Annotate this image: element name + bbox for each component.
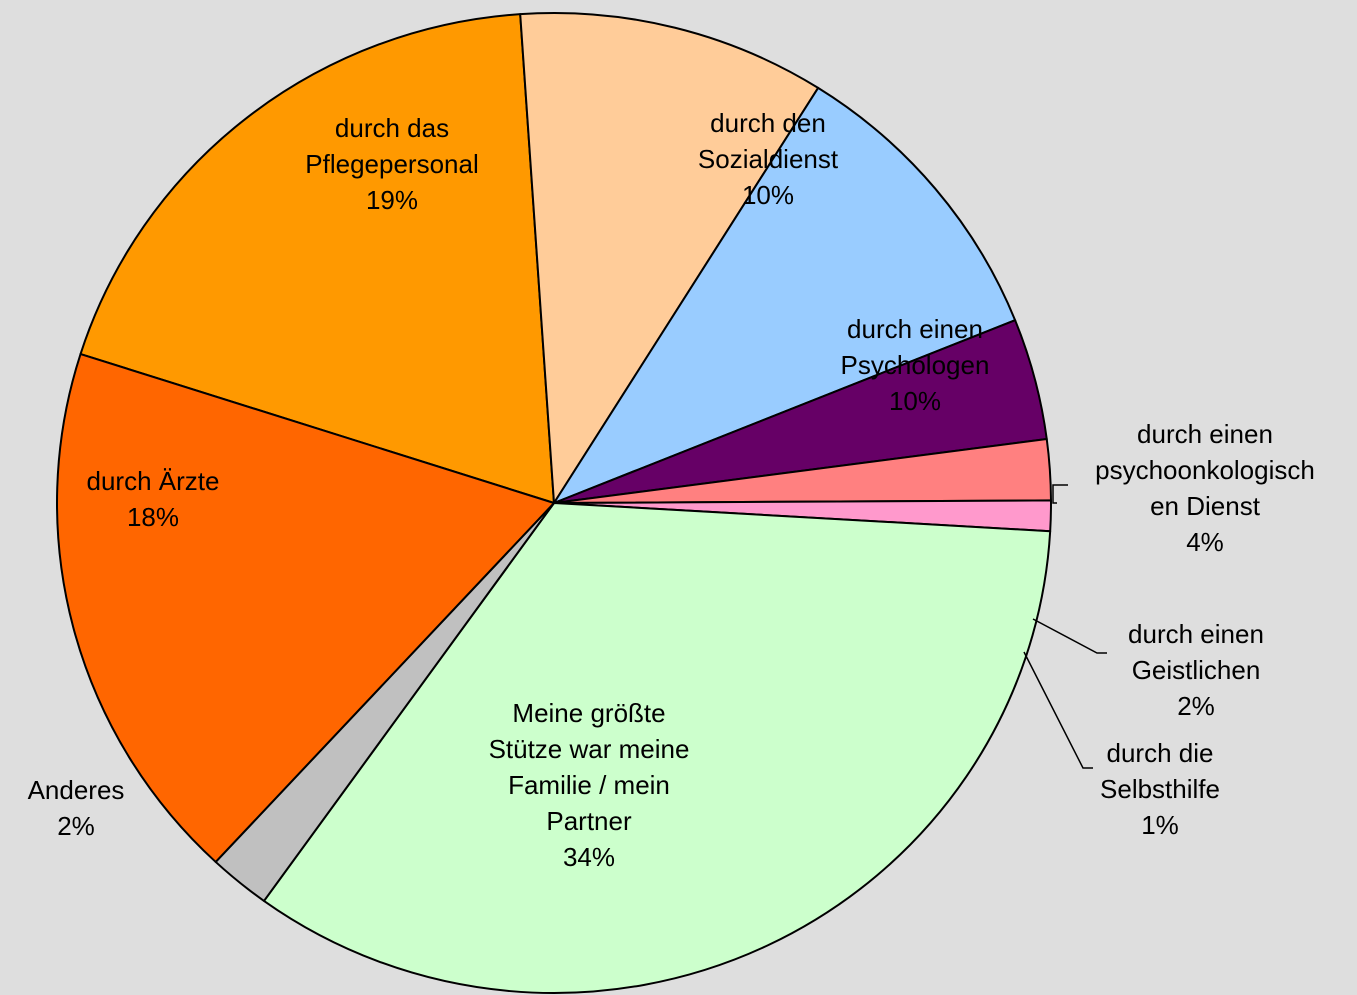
leader-line — [1023, 651, 1093, 769]
slice-label-line: Sozialdienst — [698, 144, 839, 174]
slice-label-line: Psychologen — [841, 350, 990, 380]
pie-slices — [56, 12, 1052, 994]
slice-label-line: durch einen — [1137, 419, 1273, 449]
leader-line — [1052, 484, 1068, 504]
slice-label-line: Partner — [546, 806, 632, 836]
slice-percent: 19% — [366, 185, 418, 215]
slice-percent: 34% — [563, 842, 615, 872]
leader-line — [1032, 618, 1107, 654]
slice-label-line: Anderes — [28, 775, 125, 805]
slice-label-line: Geistlichen — [1132, 655, 1261, 685]
pie-slice — [519, 12, 820, 504]
slice-label: durch das Pflegepersonal 19% — [305, 113, 478, 215]
slice-label: durch einen Psychologen 10% — [841, 314, 990, 416]
slice-percent: 18% — [127, 502, 179, 532]
slice-label: durch die Selbsthilfe 1% — [1100, 738, 1220, 840]
slice-label: durch einen psychoonkologisch en Dienst 4% — [1095, 419, 1315, 557]
slice-percent: 1% — [1141, 810, 1179, 840]
slice-label: durch Ärzte 18% — [87, 466, 220, 532]
slice-percent: 10% — [742, 180, 794, 210]
slice-percent: 2% — [57, 811, 95, 841]
slice-label: durch einen Geistlichen 2% — [1128, 619, 1264, 721]
pie-slice — [262, 502, 1052, 994]
slice-label: Anderes 2% — [28, 775, 125, 841]
slice-label-line: durch einen — [847, 314, 983, 344]
slice-label-line: durch Ärzte — [87, 466, 220, 496]
slice-labels: durch das Pflegepersonal 19% durch den Sozia… — [28, 108, 1315, 872]
pie-slice — [56, 353, 555, 863]
slice-label-line: en Dienst — [1150, 491, 1261, 521]
pie-slice — [79, 13, 555, 504]
slice-label: durch den Sozialdienst 10% — [698, 108, 839, 210]
slice-label-line: durch das — [335, 113, 449, 143]
slice-label: Meine größte Stütze war meine Familie / me… — [489, 698, 690, 872]
slice-label-line: durch die — [1107, 738, 1214, 768]
pie-slice — [553, 86, 1017, 504]
slice-percent: 2% — [1177, 691, 1215, 721]
slice-label-line: Meine größte — [512, 698, 665, 728]
slice-label-line: Selbsthilfe — [1100, 774, 1220, 804]
slice-label-line: Stütze war meine — [489, 734, 690, 764]
slice-label-line: Familie / mein — [508, 770, 670, 800]
slice-label-line: durch einen — [1128, 619, 1264, 649]
slice-label-line: psychoonkologisch — [1095, 455, 1315, 485]
slice-label-line: Pflegepersonal — [305, 149, 478, 179]
slice-percent: 4% — [1186, 527, 1224, 557]
leader-lines — [1023, 484, 1107, 769]
slice-label-line: durch den — [710, 108, 826, 138]
slice-percent: 10% — [889, 386, 941, 416]
